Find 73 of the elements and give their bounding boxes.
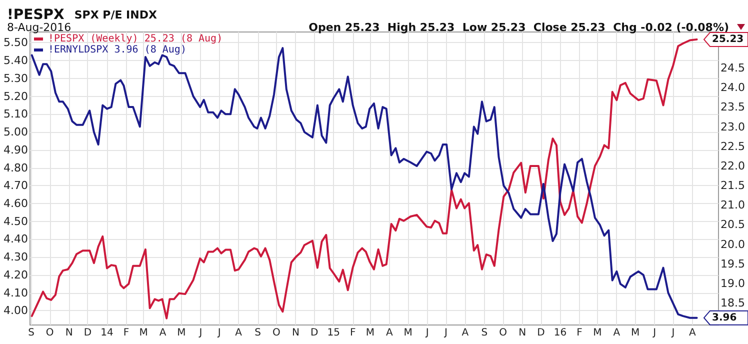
x-tick-label: A — [613, 328, 620, 338]
annotation: Open 25.23 High 25.23 Low 25.23 Close 25.23 Chg -0.02 (-0.08%) — [308, 21, 729, 34]
y-tick-label: 4.50 — [4, 214, 28, 228]
y-tick-label: 5.50 — [4, 36, 28, 50]
y-tick-label: 5.20 — [4, 90, 28, 103]
x-tick-label: J — [216, 328, 221, 338]
y-tick-label: 4.60 — [4, 197, 28, 210]
legend-label: !ERNYLDSPX 3.96 (8 Aug) — [48, 44, 186, 56]
chart-title: !PESPX — [7, 7, 65, 23]
x-tick-label: J — [670, 328, 675, 338]
y-tick-label: 4.30 — [4, 250, 28, 264]
x-tick-label: 16 — [554, 328, 567, 338]
y2-tick-label: 23.0 — [720, 120, 746, 134]
x-tick-label: S — [481, 328, 488, 338]
y-tick-label: 4.00 — [4, 304, 28, 318]
x-tick-label: D — [537, 328, 546, 338]
y2-tick-label: 19.0 — [720, 276, 746, 290]
y2-tick-label: 20.0 — [720, 238, 746, 251]
x-tick-label: N — [65, 328, 73, 338]
y-tick-label: 4.90 — [4, 143, 28, 156]
annotation: 25.23 — [712, 34, 744, 45]
x-tick-label: O — [499, 328, 508, 338]
y-tick-label: 4.10 — [4, 286, 28, 300]
y2-tick-label: 22.0 — [720, 159, 746, 172]
y-tick-label: 5.00 — [4, 126, 28, 139]
x-tick-label: M — [404, 328, 412, 338]
x-tick-label: J — [198, 328, 202, 338]
x-tick-label: J — [424, 328, 429, 338]
y2-tick-label: 23.5 — [720, 100, 746, 114]
y2-tick-label: 24.0 — [720, 81, 746, 94]
x-tick-label: 14 — [100, 328, 114, 338]
x-tick-label: A — [462, 328, 469, 338]
y-tick-label: 4.20 — [4, 268, 28, 282]
x-tick-label: O — [272, 328, 281, 338]
x-tick-label: O — [46, 328, 54, 338]
y2-tick-label: 24.5 — [720, 62, 746, 75]
x-tick-label: N — [518, 328, 526, 338]
x-tick-label: M — [366, 328, 375, 338]
y-tick-label: 4.40 — [4, 232, 28, 246]
x-tick-label: A — [689, 328, 696, 338]
x-tick-label: N — [292, 328, 300, 338]
y-tick-label: 4.70 — [4, 179, 28, 192]
y-tick-label: 5.30 — [4, 72, 28, 85]
x-tick-label: S — [28, 328, 34, 338]
x-tick-label: F — [350, 328, 356, 338]
x-tick-label: S — [254, 328, 262, 338]
x-tick-label: 15 — [327, 328, 340, 338]
chart-subtitle: SPX P/E INDX — [74, 8, 158, 22]
x-tick-label: M — [630, 328, 640, 338]
y2-tick-label: 20.5 — [720, 218, 746, 232]
legend-label: !PESPX (Weekly) 25.23 (8 Aug) — [48, 34, 223, 44]
y2-tick-label: 18.5 — [720, 296, 746, 310]
y2-tick-label: 21.5 — [720, 179, 746, 192]
y-tick-label: 5.10 — [4, 108, 28, 121]
x-tick-label: F — [576, 328, 583, 338]
x-tick-label: F — [123, 328, 130, 338]
y-tick-label: 4.80 — [4, 161, 28, 174]
x-tick-label: D — [84, 328, 92, 338]
y2-tick-label: 22.5 — [720, 140, 746, 153]
x-tick-label: M — [139, 328, 148, 338]
x-tick-label: A — [386, 328, 394, 338]
x-tick-label: M — [593, 328, 602, 338]
x-tick-label: J — [652, 328, 656, 338]
y2-tick-label: 19.5 — [720, 257, 746, 270]
x-tick-label: M — [177, 328, 186, 338]
x-tick-label: J — [443, 328, 448, 338]
x-tick-label: D — [310, 328, 318, 338]
annotation: 3.96 — [712, 312, 737, 324]
y2-tick-label: 21.0 — [720, 198, 746, 212]
x-tick-label: A — [235, 328, 242, 338]
y-tick-label: 5.40 — [4, 54, 28, 68]
annotation: 8-Aug-2016 — [7, 21, 72, 34]
x-tick-label: A — [159, 328, 166, 338]
